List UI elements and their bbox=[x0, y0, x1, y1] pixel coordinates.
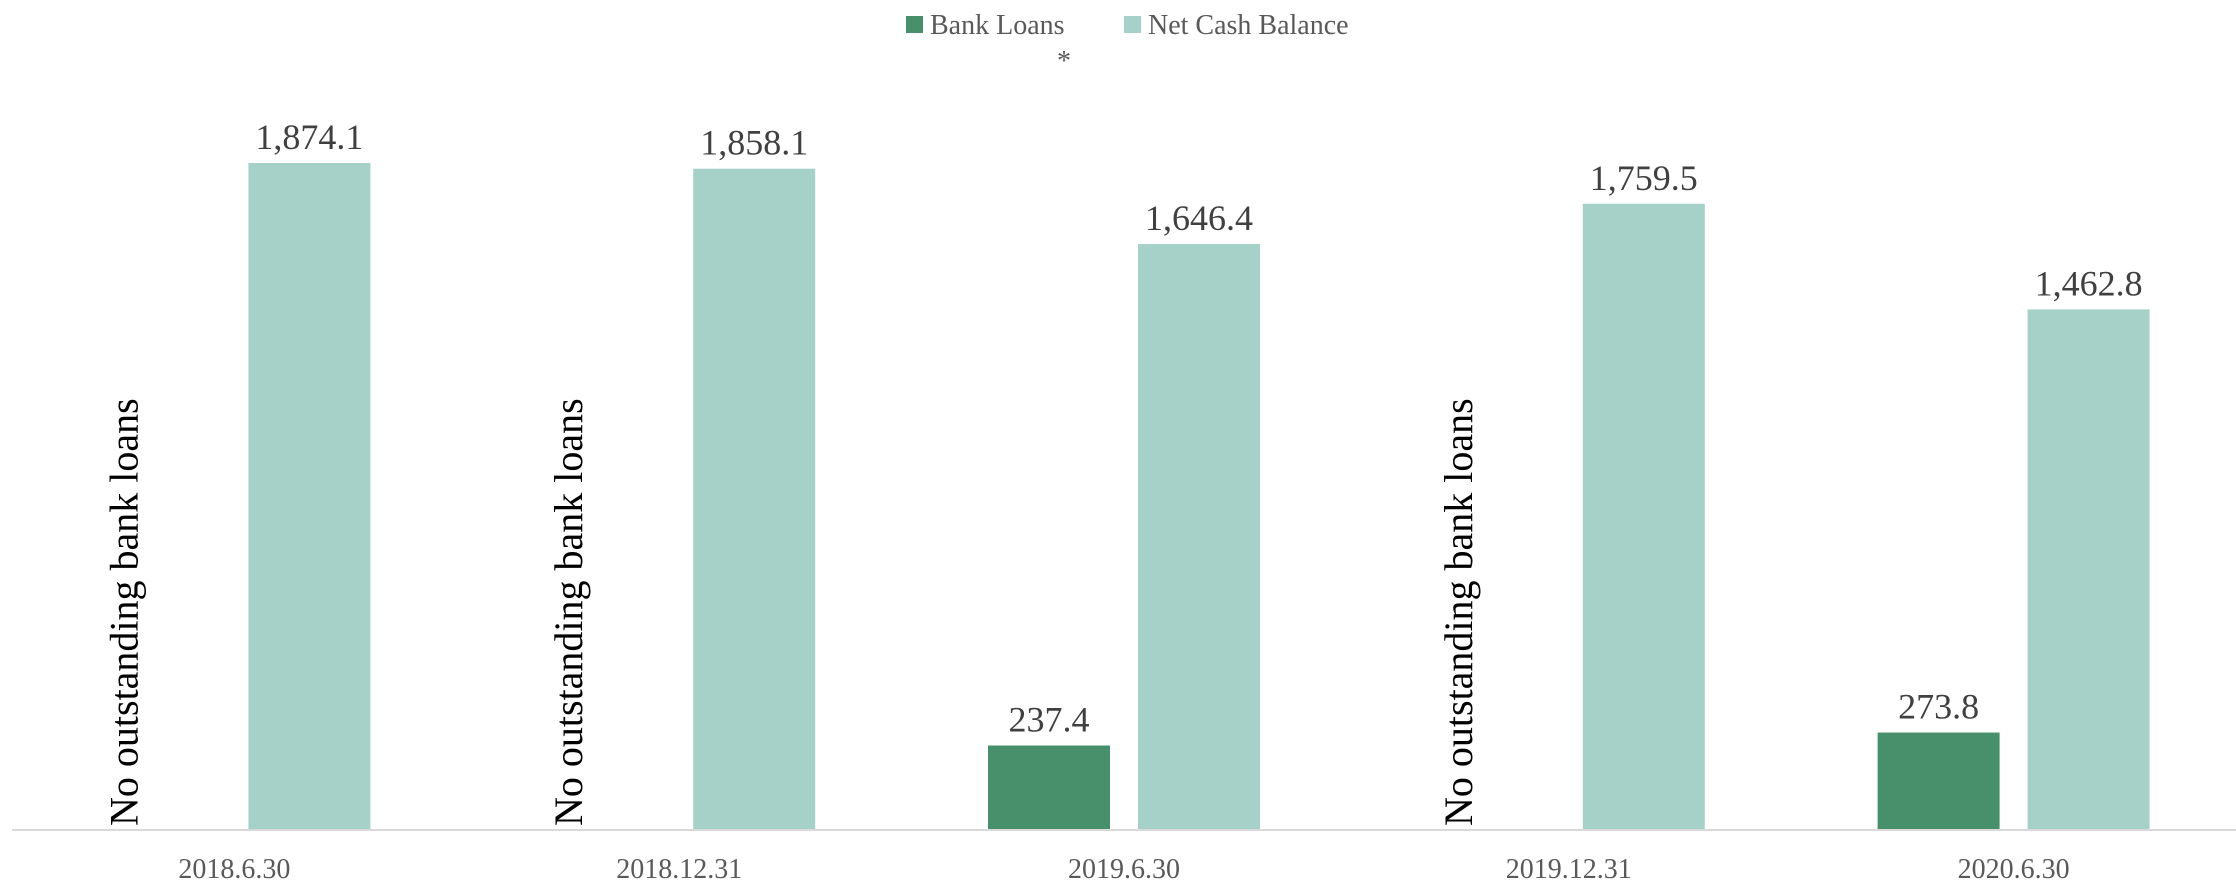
net-cash-balance-value-label: 1,858.1 bbox=[700, 123, 808, 163]
legend-swatch-net-cash-balance bbox=[1124, 16, 1141, 33]
net-cash-balance-value-label: 1,462.8 bbox=[2035, 263, 2143, 303]
x-tick-label: 2018.6.30 bbox=[178, 854, 290, 882]
legend-swatch-bank-loans bbox=[906, 16, 923, 33]
bank-loans-bar bbox=[988, 745, 1110, 830]
net-cash-balance-bar bbox=[2027, 309, 2150, 830]
bank-loans-value-label: 237.4 bbox=[1009, 700, 1090, 740]
x-tick-label: 2018.12.31 bbox=[616, 854, 742, 882]
net-cash-balance-bar bbox=[1582, 203, 1705, 830]
net-cash-balance-bar bbox=[248, 163, 371, 830]
legend-note: * bbox=[1057, 46, 1071, 77]
legend-label-net-cash-balance: Net Cash Balance bbox=[1148, 10, 1349, 41]
x-tick-label: 2019.6.30 bbox=[1068, 854, 1180, 882]
no-bank-loans-note: No outstanding bank loans bbox=[1436, 398, 1481, 826]
x-axis-ticks: 2018.6.30 2018.12.31 2019.6.30 2019.12.31 20… bbox=[178, 854, 2069, 882]
legend-label-bank-loans: Bank Loans bbox=[930, 10, 1065, 41]
no-bank-loans-note: No outstanding bank loans bbox=[101, 398, 146, 826]
no-bank-loans-note: No outstanding bank loans bbox=[546, 398, 591, 826]
x-tick-label: 2019.12.31 bbox=[1506, 854, 1632, 882]
bars: No outstanding bank loans 1,874.1 No outst… bbox=[101, 117, 2150, 831]
net-cash-balance-value-label: 1,874.1 bbox=[255, 117, 363, 157]
net-cash-balance-value-label: 1,646.4 bbox=[1145, 198, 1253, 238]
bank-loans-bar bbox=[1877, 732, 2000, 830]
net-cash-balance-bar bbox=[693, 168, 816, 831]
net-cash-balance-bar bbox=[1138, 244, 1260, 831]
x-tick-label: 2020.6.30 bbox=[1958, 854, 2070, 882]
net-cash-balance-value-label: 1,759.5 bbox=[1590, 158, 1698, 198]
legend: Bank Loans Net Cash Balance bbox=[906, 10, 1349, 41]
bank-loans-value-label: 273.8 bbox=[1898, 687, 1979, 727]
